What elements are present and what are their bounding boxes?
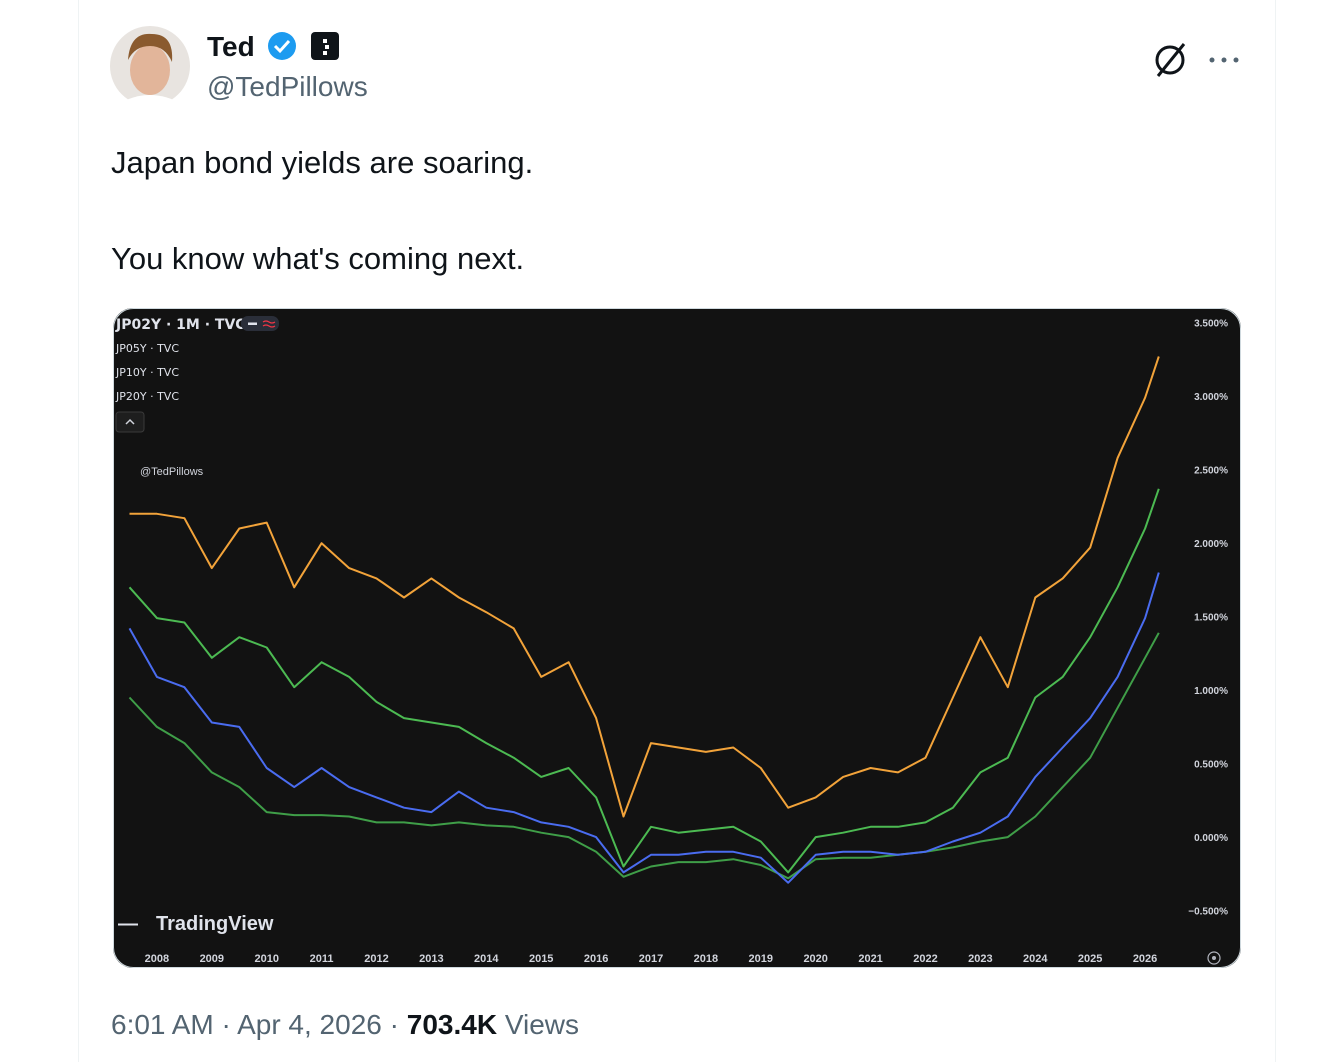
y-tick-label: 0.500%	[1194, 760, 1228, 771]
grok-icon[interactable]	[1155, 43, 1186, 77]
legend-toggle-wave	[262, 320, 276, 328]
series-line	[128, 572, 1160, 884]
x-tick-label: 2025	[1078, 953, 1102, 965]
author-handle[interactable]: @TedPillows	[207, 71, 368, 102]
x-tick-label: 2022	[913, 953, 937, 965]
separator: ·	[222, 1009, 231, 1040]
series-line	[128, 632, 1160, 880]
separator: ·	[390, 1009, 399, 1040]
legend-collapse-bg	[115, 411, 145, 433]
x-tick-label: 2008	[145, 953, 169, 965]
y-tick-label: 1.500%	[1194, 613, 1228, 624]
x-tick-label: 2024	[1023, 953, 1048, 965]
time[interactable]: 6:01 AM	[111, 1009, 214, 1040]
tv-logo-mark: ―	[118, 913, 138, 935]
x-tick-label: 2015	[529, 953, 553, 965]
x-tick-label: 2011	[310, 953, 334, 965]
x-tick-label: 2020	[803, 953, 827, 965]
x-tick-label: 2017	[639, 953, 663, 965]
legend-collapse[interactable]	[115, 411, 145, 433]
x-tick-label: 2016	[584, 953, 608, 965]
verified-badge	[268, 32, 296, 60]
x-tick-label: 2023	[968, 953, 992, 965]
legend-entry: JP10Y · TVC	[115, 366, 179, 379]
date[interactable]: Apr 4, 2026	[237, 1009, 382, 1040]
x-tick-label: 2013	[419, 953, 443, 965]
affiliate-badge	[311, 32, 339, 60]
series-line	[129, 356, 1160, 818]
legend-toggle-dash	[248, 322, 257, 325]
x-tick-label: 2018	[694, 953, 718, 965]
legend-entry: JP02Y · 1M · TVC	[115, 317, 246, 333]
x-tick-label: 2014	[474, 953, 499, 965]
x-tick-label: 2019	[749, 953, 773, 965]
y-tick-label: 3.500%	[1194, 319, 1228, 330]
y-tick-label: 2.000%	[1194, 539, 1228, 550]
legend-entry: JP05Y · TVC	[115, 342, 179, 355]
watermark: @TedPillows	[140, 466, 204, 478]
x-tick-label: 2021	[858, 953, 882, 965]
y-tick-label: −0.500%	[1188, 907, 1228, 918]
chart: −0.500% 0.000% 0.500% 1.000% 1.500% 2.000% 2.5…	[115, 316, 1228, 965]
views-label: Views	[505, 1009, 579, 1040]
x-tick-label: 2012	[364, 953, 388, 965]
timestamp: 6:01 AM · Apr 4, 2026 · 703.4K Views	[111, 1009, 579, 1040]
legend-entry: JP20Y · TVC	[115, 390, 179, 403]
views-count: 703.4K	[407, 1009, 497, 1040]
y-tick-label: 0.000%	[1194, 833, 1228, 844]
brand: TradingView	[156, 913, 274, 935]
legend-toggle[interactable]	[241, 316, 279, 331]
more-menu[interactable]	[1209, 57, 1239, 63]
y-tick-label: 1.000%	[1194, 686, 1228, 697]
settings-icon[interactable]	[1207, 951, 1221, 965]
series-line	[128, 488, 1160, 874]
legend-toggle-bg	[241, 316, 279, 331]
avatar[interactable]	[110, 26, 190, 106]
tweet-text: Japan bond yields are soaring.	[111, 145, 533, 180]
settings-ring	[1207, 951, 1221, 965]
chart-image[interactable]: −0.500% 0.000% 0.500% 1.000% 1.500% 2.000% 2.5…	[113, 308, 1241, 968]
x-tick-label: 2010	[254, 953, 278, 965]
tweet-text: You know what's coming next.	[111, 241, 524, 276]
y-tick-label: 3.000%	[1194, 392, 1228, 403]
author-name[interactable]: Ted	[207, 31, 255, 62]
x-tick-label: 2009	[200, 953, 224, 965]
x-tick-label: 2026	[1133, 953, 1157, 965]
chart-frame	[113, 308, 1241, 968]
chart-background	[113, 308, 1241, 968]
settings-dot	[1212, 956, 1216, 960]
legend-collapse-arrow	[125, 418, 135, 425]
y-tick-label: 2.500%	[1194, 466, 1228, 477]
